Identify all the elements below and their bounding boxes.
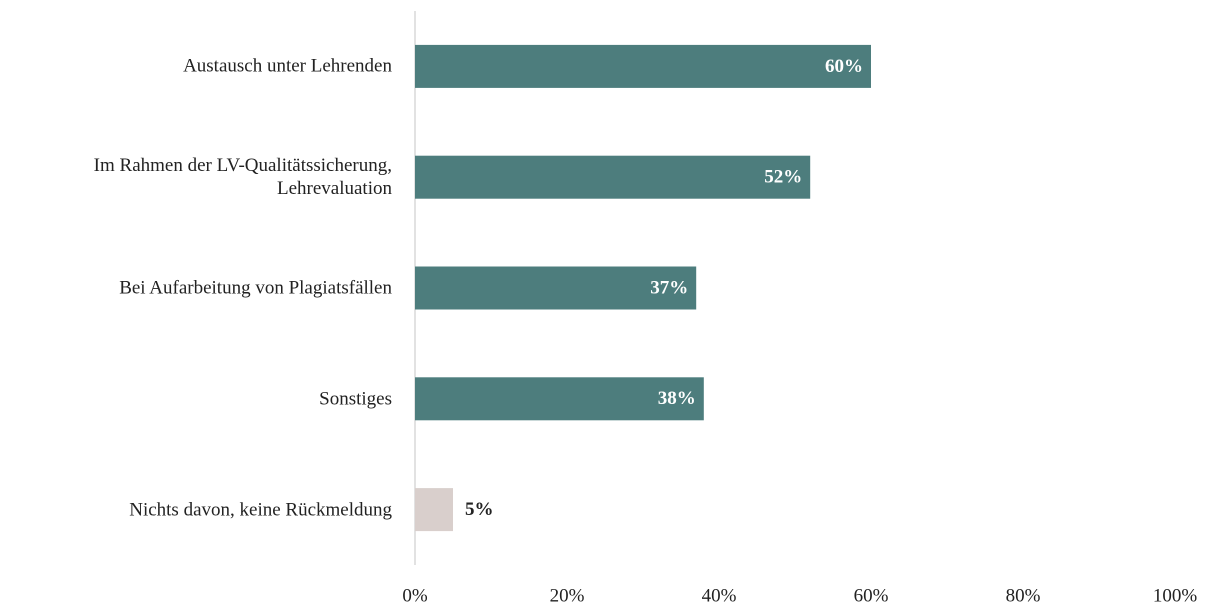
category-label: Nichts davon, keine Rückmeldung bbox=[129, 499, 392, 521]
x-tick-label: 40% bbox=[702, 585, 737, 606]
category-label: Im Rahmen der LV-Qualitätssicherung, Leh… bbox=[93, 155, 392, 200]
x-tick-label: 20% bbox=[550, 585, 585, 606]
value-label: 5% bbox=[465, 499, 494, 520]
category-label: Austausch unter Lehrenden bbox=[183, 55, 392, 77]
value-label: 52% bbox=[764, 167, 802, 188]
x-tick-label: 60% bbox=[854, 585, 889, 606]
bar bbox=[415, 44, 871, 88]
value-label: 38% bbox=[658, 388, 696, 409]
category-label: Sonstiges bbox=[319, 388, 392, 410]
value-label: 37% bbox=[650, 277, 688, 298]
bar bbox=[415, 155, 811, 199]
bar bbox=[415, 377, 704, 421]
bar bbox=[415, 488, 453, 532]
value-label: 60% bbox=[825, 56, 863, 77]
x-tick-label: 80% bbox=[1006, 585, 1041, 606]
x-tick-label: 100% bbox=[1153, 585, 1198, 606]
category-label: Bei Aufarbeitung von Plagiatsfällen bbox=[119, 277, 392, 299]
bar bbox=[415, 266, 697, 310]
x-tick-label: 0% bbox=[402, 585, 428, 606]
